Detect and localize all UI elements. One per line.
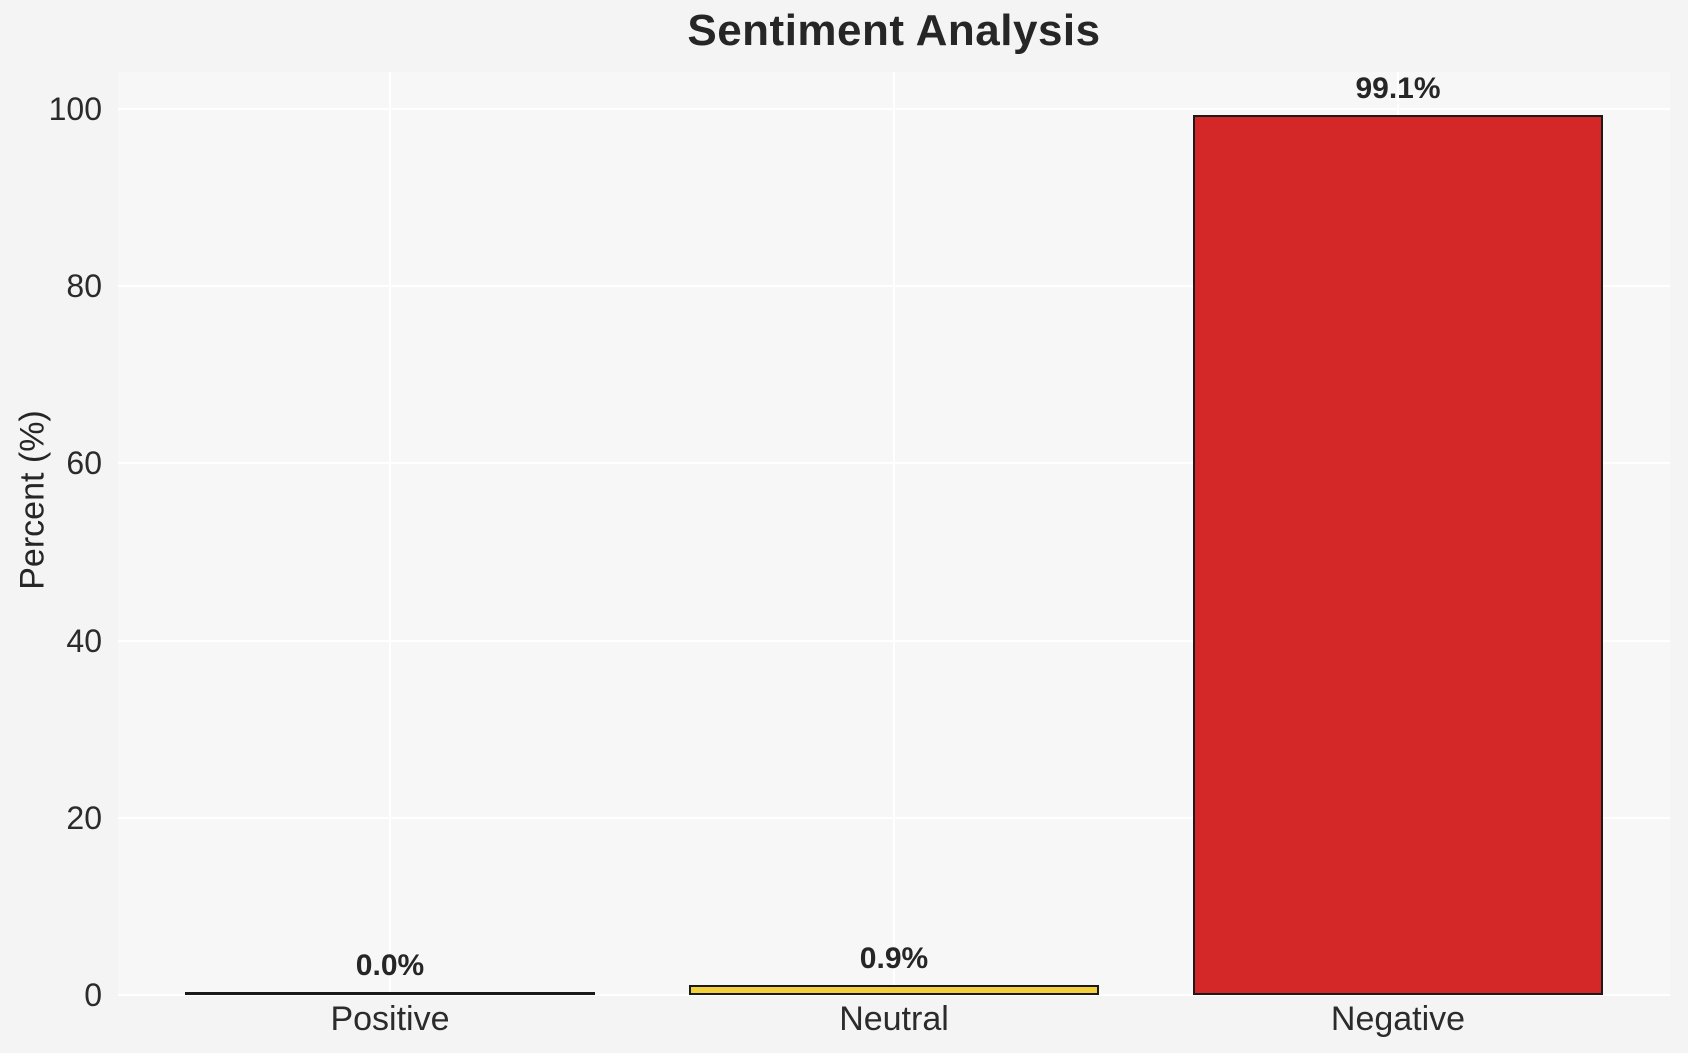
bar-value-label: 99.1% <box>1355 72 1441 105</box>
y-tick-label: 100 <box>48 91 102 127</box>
bar-positive <box>185 992 595 995</box>
bar-value-label: 0.0% <box>355 949 425 982</box>
x-gridline <box>893 72 895 995</box>
y-tick-label: 0 <box>84 977 102 1013</box>
bar-neutral <box>689 985 1099 995</box>
y-tick-label: 60 <box>66 445 102 482</box>
x-gridline <box>389 72 391 995</box>
y-tick-label: 20 <box>66 799 102 836</box>
x-tick-label-neutral: Neutral <box>839 1000 949 1038</box>
plot-area: 0 20 40 60 80 100 0.0% Positive 0.9% Neutral 99.1%… <box>49 72 1670 1036</box>
y-tick-label: 80 <box>66 268 102 305</box>
chart-title: Sentiment Analysis <box>687 6 1101 55</box>
bar-value-label: 0.9% <box>859 942 929 975</box>
x-tick-label-positive: Positive <box>330 1000 450 1038</box>
y-tick-label: 40 <box>66 622 102 659</box>
y-gridline <box>118 994 1670 996</box>
x-tick-label-negative: Negative <box>1330 1000 1466 1038</box>
y-axis-label: Percent (%) <box>13 410 52 590</box>
bar-negative <box>1193 115 1603 995</box>
